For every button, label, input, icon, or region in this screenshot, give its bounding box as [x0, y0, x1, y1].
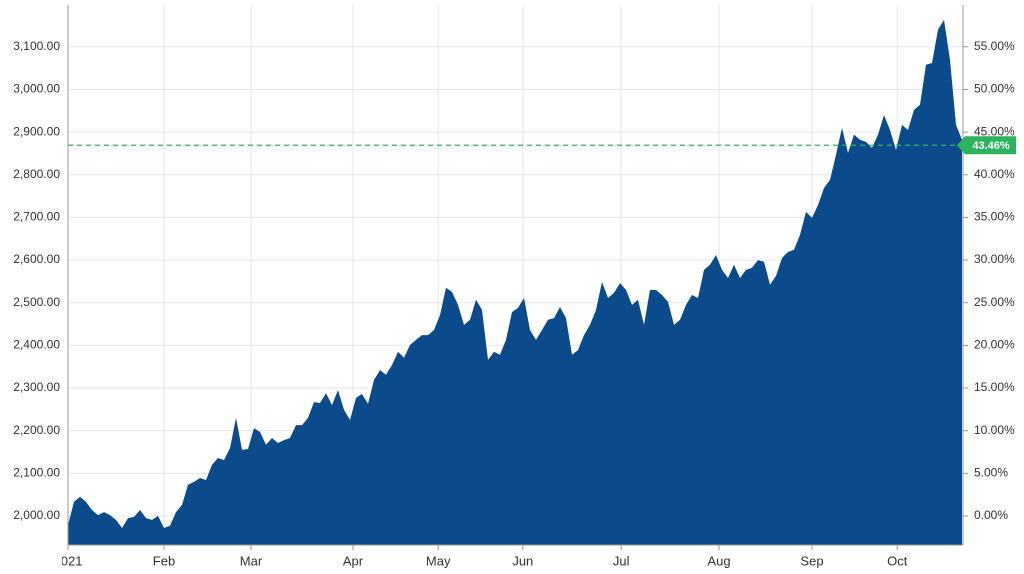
y2-tick-label: 40.00% [974, 167, 1015, 181]
y2-tick-label: 10.00% [974, 423, 1015, 437]
y-tick-label: 3,000.00 [13, 82, 60, 96]
y2-tick-label: 20.00% [974, 338, 1015, 352]
labels: 2,000.00 2,100.00 2,200.00 2,300.00 2,400.00… [13, 5, 1016, 568]
area [68, 19, 962, 546]
x-tick-label: Sep [800, 553, 823, 568]
reference-label: 43.46% [972, 140, 1010, 152]
y2-tick-label: 5.00% [974, 466, 1008, 480]
x-tick-label: May [426, 553, 451, 568]
y2-tick-label: 25.00% [974, 295, 1015, 309]
y2-tick-label: 15.00% [974, 380, 1015, 394]
y-tick-label: 2,800.00 [13, 167, 60, 181]
y-tick-label: 2,100.00 [13, 466, 60, 480]
x-tick-label: Mar [240, 553, 263, 568]
x-tick-label: Apr [343, 553, 364, 568]
x-tick-label: 2021 [54, 553, 83, 568]
x-tick-label: Jun [512, 553, 533, 568]
plot [68, 19, 962, 546]
y-tick-label: 2,400.00 [13, 338, 60, 352]
x-tick-label: Jul [613, 553, 630, 568]
x-tick-label: Aug [707, 553, 730, 568]
x-tick-label: Oct [887, 553, 908, 568]
y-tick-label: 2,600.00 [13, 252, 60, 266]
y-tick-label: 3,100.00 [13, 39, 60, 53]
y-tick-label: 2,900.00 [13, 124, 60, 138]
y2-tick-label: 45.00% [974, 124, 1015, 138]
y-tick-label: 2,200.00 [13, 423, 60, 437]
y2-tick-label: 0.00% [974, 508, 1008, 522]
x-tick-label: Feb [153, 553, 175, 568]
y2-tick-label: 50.00% [974, 82, 1015, 96]
y-tick-label: 2,700.00 [13, 210, 60, 224]
y-tick-label: 2,500.00 [13, 295, 60, 309]
y-tick-label: 2,000.00 [13, 508, 60, 522]
y-tick-label: 2,300.00 [13, 380, 60, 394]
reference-badge [957, 136, 1016, 155]
y2-tick-label: 55.00% [974, 39, 1015, 53]
y2-tick-label: 35.00% [974, 210, 1015, 224]
y2-tick-label: 30.00% [974, 252, 1015, 266]
